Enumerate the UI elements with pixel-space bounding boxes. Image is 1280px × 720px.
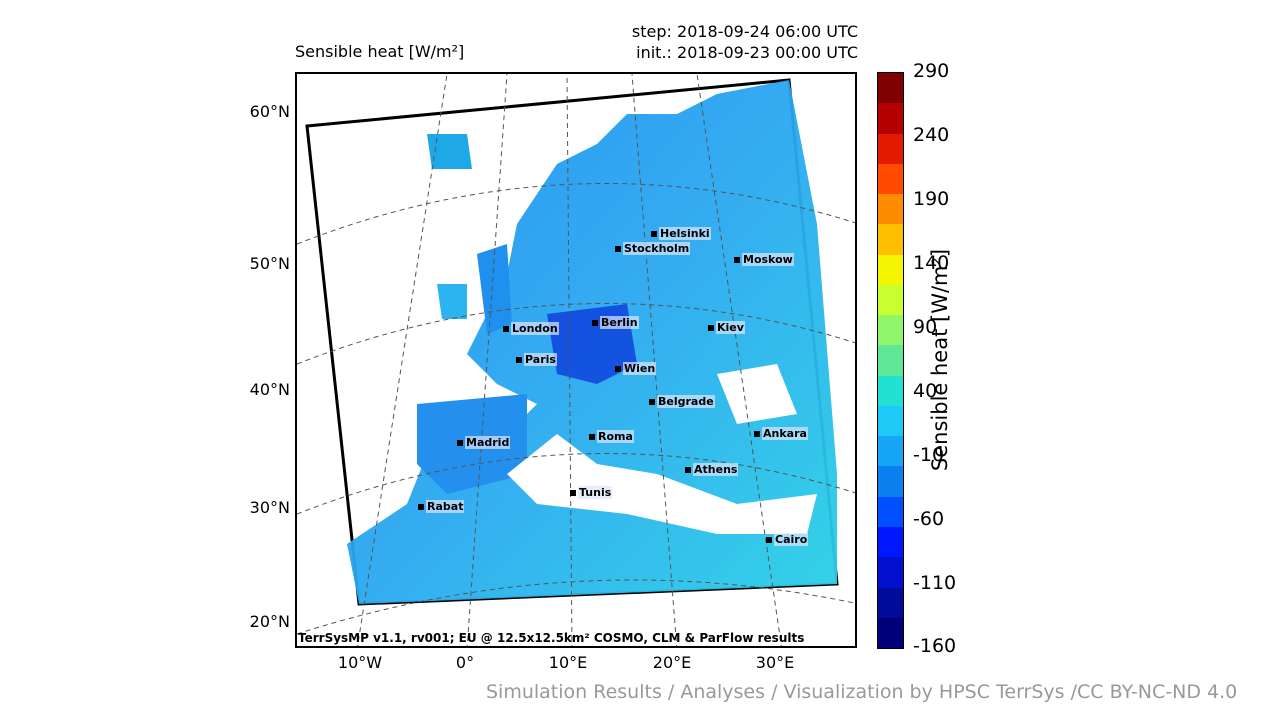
colorbar-label: Sensible heat [W/m²] [928, 248, 952, 472]
city-marker: Roma [589, 430, 634, 443]
colorbar-tick: -110 [913, 572, 957, 594]
lat-label: 60°N [249, 102, 290, 121]
step-time: step: 2018-09-24 06:00 UTC [631, 22, 858, 41]
init-time: init.: 2018-09-23 00:00 UTC [636, 43, 858, 62]
lon-label: 30°E [755, 653, 795, 672]
city-marker: Wien [615, 362, 657, 375]
city-marker: Helsinki [651, 227, 711, 240]
colorbar-segment [878, 194, 903, 225]
colorbar-segment [878, 73, 903, 104]
colorbar-tick: -60 [913, 508, 945, 530]
britain-land [477, 244, 512, 334]
colorbar-tick: 40 [913, 380, 938, 402]
lon-label: 10°W [337, 653, 383, 672]
city-marker: Kiev [708, 321, 745, 334]
mediterranean-sea [507, 434, 817, 534]
city-marker: Paris [516, 353, 557, 366]
colorbar-segment [878, 103, 903, 134]
colorbar-tick: -10 [913, 444, 945, 466]
colorbar-segment [878, 254, 903, 285]
colorbar-segment [878, 617, 903, 649]
city-marker: Rabat [418, 500, 465, 513]
map-title: Sensible heat [W/m²] [295, 42, 465, 61]
colorbar-segment [878, 405, 903, 437]
ireland-land [437, 284, 467, 319]
lon-label: 20°E [652, 653, 692, 672]
city-marker: Cairo [766, 533, 809, 546]
colorbar-segment [878, 587, 903, 618]
colorbar-tick: 140 [913, 252, 950, 274]
colorbar-segment [878, 557, 903, 588]
colorbar-tick: 190 [913, 188, 950, 210]
city-marker: Ankara [754, 427, 808, 440]
credit-line: Simulation Results / Analyses / Visualiz… [486, 681, 1238, 703]
lon-label: 0° [455, 653, 475, 672]
colorbar-tick: -160 [913, 635, 957, 657]
city-marker: London [503, 322, 559, 335]
model-footnote: TerrSysMP v1.1, rv001; EU @ 12.5x12.5km²… [298, 631, 805, 645]
lat-label: 50°N [249, 254, 290, 273]
colorbar-segment [878, 526, 903, 558]
city-marker: Stockholm [615, 242, 691, 255]
colorbar-tick: 290 [913, 60, 950, 82]
city-marker: Moskow [734, 253, 794, 266]
colorbar-segment [878, 133, 903, 164]
map-panel[interactable]: Helsinki Stockholm Moskow London Berlin … [295, 72, 857, 648]
colorbar-segment [878, 375, 903, 406]
city-marker: Athens [685, 463, 739, 476]
colorbar-segment [878, 163, 903, 195]
colorbar-segment [878, 466, 903, 497]
city-marker: Berlin [592, 316, 639, 329]
colorbar-tick: 90 [913, 316, 938, 338]
lon-label: 10°E [548, 653, 588, 672]
city-marker: Tunis [570, 486, 613, 499]
lat-label: 40°N [249, 380, 290, 399]
city-marker: Madrid [457, 436, 511, 449]
colorbar-segment [878, 224, 903, 255]
colorbar-segment [878, 345, 903, 376]
lat-label: 20°N [249, 612, 290, 631]
colorbar [877, 72, 904, 649]
iceland-land [427, 134, 472, 169]
city-marker: Belgrade [649, 395, 715, 408]
map-graphic [297, 74, 855, 646]
colorbar-segment [878, 315, 903, 346]
colorbar-segment [878, 496, 903, 527]
lat-label: 30°N [249, 498, 290, 517]
time-info: step: 2018-09-24 06:00 UTC init.: 2018-0… [632, 21, 858, 63]
colorbar-segment [878, 284, 903, 316]
black-sea [717, 364, 797, 424]
colorbar-tick: 240 [913, 124, 950, 146]
colorbar-segment [878, 436, 903, 467]
